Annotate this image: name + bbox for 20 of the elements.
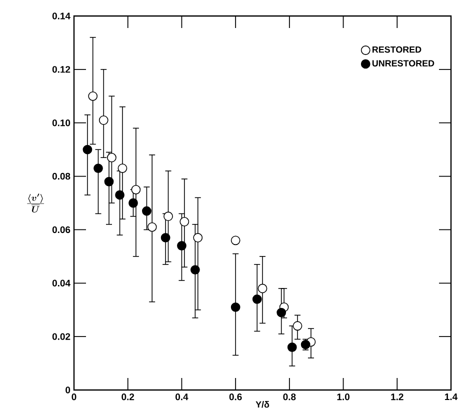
x-tick-label: 0.6 [229,394,242,400]
legend-label: UNRESTORED [372,60,434,66]
legend-label: RESTORED [372,46,422,53]
x-axis-title: Y/δ [256,401,270,408]
x-tick-label: 0 [72,394,76,400]
x-tick-label: 1.2 [391,394,404,400]
y-tick-label: 0.08 [52,172,70,180]
y-tick-label: 0.10 [52,120,70,126]
x-tick-label: 0.8 [283,394,296,400]
x-tick-label: 1.0 [337,394,350,400]
y-tick-label: 0.14 [52,12,70,20]
y-tick-label: 0.12 [52,66,70,73]
y-tick-label: 0.02 [52,333,70,340]
y-axis-title: $\frac{\langle v' \rangle}{\overline{U}}$ [27,194,44,213]
x-tick-label: 1.4 [445,394,458,400]
y-tick-label: 0.06 [52,226,70,234]
x-tick-label: 0.4 [176,394,188,400]
x-tick-label: 0.2 [122,394,134,400]
y-tick-label: 0.04 [52,280,70,286]
y-tick-label: 0 [66,386,70,394]
